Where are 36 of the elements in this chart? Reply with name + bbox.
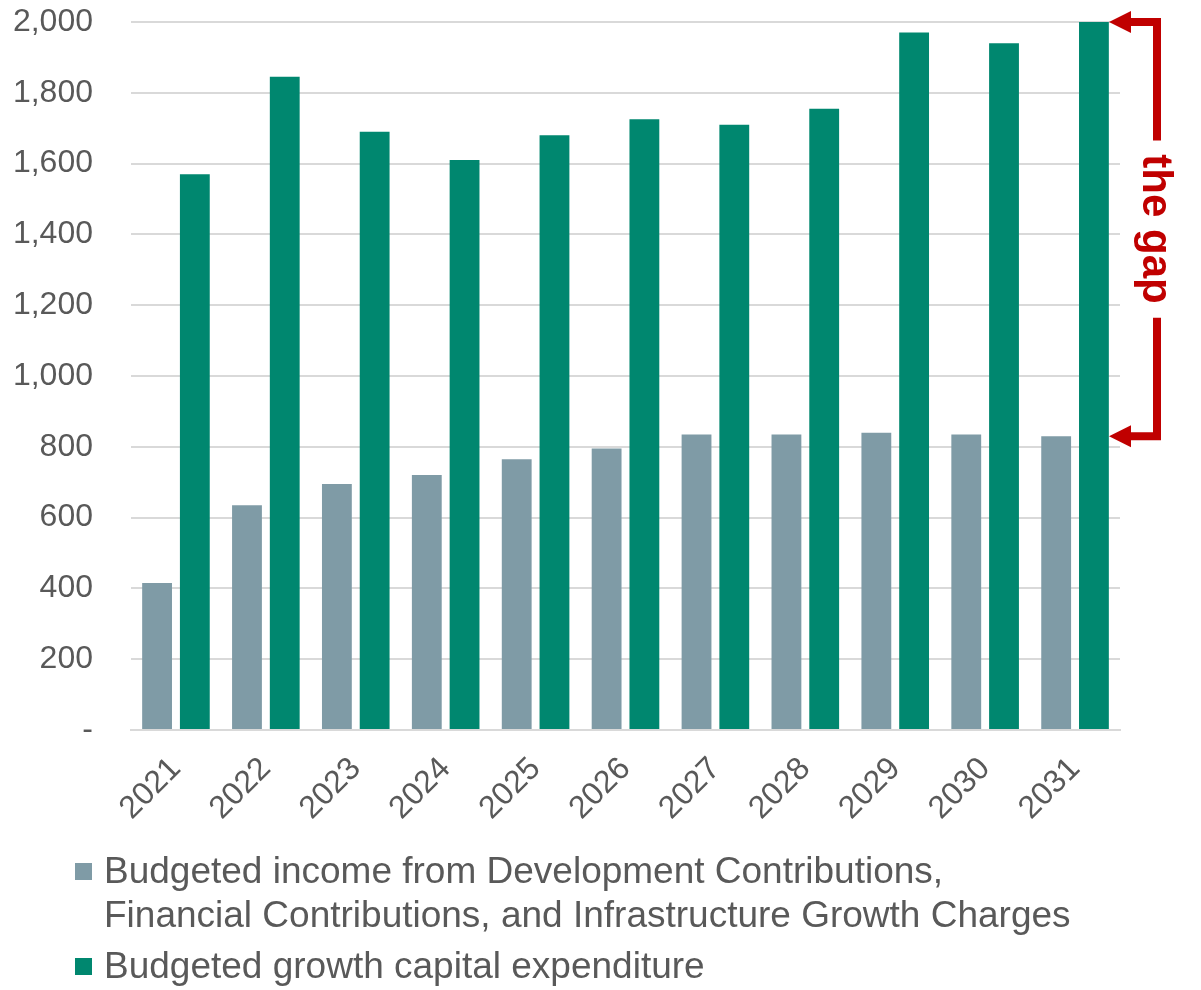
legend-label: Budgeted income from Development Contributions, Financial Contributions, and Infrastructure Growth Charges: [104, 849, 1072, 937]
bar: [989, 43, 1019, 729]
y-tick-label: 1,000: [12, 355, 93, 392]
y-tick-label: 1,400: [12, 214, 93, 251]
bar: [359, 131, 390, 729]
y-tick-label: 2,000: [12, 1, 93, 38]
bar: [411, 475, 442, 729]
bar: [1041, 436, 1072, 729]
bar: [951, 434, 982, 729]
bar: [232, 505, 262, 729]
bar: [501, 459, 532, 729]
y-tick-label: 800: [39, 426, 93, 463]
bar: [1079, 22, 1109, 729]
y-tick-label: 200: [39, 639, 93, 676]
bar: [861, 432, 892, 729]
bar: [629, 119, 660, 729]
y-tick-label: -: [82, 709, 93, 746]
bar: [809, 108, 840, 729]
bar: [539, 135, 570, 729]
bar: [719, 124, 750, 729]
legend-label: Budgeted growth capital expenditure: [104, 944, 705, 988]
bar: [179, 174, 210, 729]
bar: [681, 434, 712, 729]
bar: [321, 483, 352, 729]
annotation: the gap: [1133, 154, 1181, 304]
bar: [269, 76, 300, 729]
bar: [142, 583, 172, 729]
y-tick-label: 1,600: [12, 143, 93, 180]
bar: [771, 434, 802, 729]
y-tick-label: 1,200: [12, 285, 93, 322]
bar: [899, 32, 930, 729]
y-tick-label: 600: [39, 497, 93, 534]
y-tick-label: 1,800: [12, 72, 93, 109]
bar: [591, 448, 622, 729]
y-tick-label: 400: [39, 568, 93, 605]
bar: [449, 160, 480, 729]
